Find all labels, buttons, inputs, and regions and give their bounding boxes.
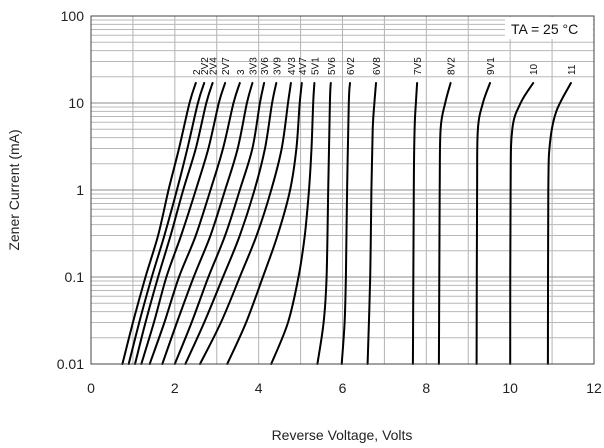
curve-4v3 [199, 82, 292, 365]
temperature-note: TA = 25 °C [505, 17, 593, 39]
curve-2v7 [140, 82, 227, 365]
curve-label-3v6: 3V6 [260, 57, 271, 75]
x-tick-label: 6 [339, 380, 347, 396]
curve-3v9 [184, 82, 278, 365]
grid [91, 16, 594, 364]
x-tick-label: 10 [502, 380, 518, 396]
curve-label-6v2: 6V2 [346, 57, 357, 75]
curve-label-2v4: 2V4 [209, 57, 220, 75]
x-tick-label: 2 [171, 380, 179, 396]
curve-8v2 [437, 82, 452, 365]
x-axis-label: Reverse Voltage, Volts [272, 427, 413, 443]
curve-3 [148, 82, 241, 365]
curve-11 [546, 82, 572, 365]
curve-label-5v6: 5V6 [327, 57, 338, 75]
curve-label-3: 3 [236, 69, 247, 75]
curve-3v6 [173, 82, 266, 365]
curve-6v2 [340, 82, 351, 365]
curve-label-2v2: 2V2 [200, 57, 211, 75]
curve-6v8 [366, 82, 377, 365]
y-tick-label: 0.01 [57, 356, 84, 372]
curve-label-9v1: 9V1 [486, 57, 497, 75]
curve-2v2 [127, 82, 206, 365]
y-tick-label: 1 [76, 182, 84, 198]
plot-frame [90, 15, 595, 365]
curves [121, 82, 572, 365]
curve-label-6v8: 6V8 [372, 57, 383, 75]
curve-label-4v7: 4V7 [298, 57, 309, 75]
curve-label-8v2: 8V2 [447, 57, 458, 75]
y-tick-label: 10 [68, 95, 84, 111]
curve-5v1 [270, 82, 316, 365]
curve-9v1 [475, 82, 491, 365]
curve-label-3v3: 3V3 [248, 57, 259, 75]
curve-4v7 [226, 82, 303, 365]
curve-2v4 [134, 82, 214, 365]
x-tick-label: 4 [255, 380, 263, 396]
x-tick-label: 12 [586, 380, 602, 396]
curve-label-10: 10 [529, 63, 540, 75]
curve-label-11: 11 [567, 64, 578, 75]
curve-10 [509, 82, 535, 365]
y-axis-label: Zener Current (mA) [6, 129, 22, 250]
curve-label-5v1: 5V1 [310, 57, 321, 75]
curve-label-2: 2 [192, 69, 203, 75]
tick-labels: 0 2 4 6 8 10 12 0.01 0.1 1 10 100 [57, 8, 602, 396]
curve-3v3 [161, 82, 254, 365]
curve-label-7v5: 7V5 [413, 57, 424, 75]
curve-2 [121, 82, 197, 365]
x-tick-label: 0 [87, 380, 95, 396]
y-tick-label: 100 [61, 8, 85, 24]
temperature-note-text: TA = 25 °C [511, 21, 578, 37]
y-tick-label: 0.1 [65, 269, 85, 285]
curve-label-3v9: 3V9 [272, 57, 283, 75]
curve-label-4v3: 4V3 [287, 57, 298, 75]
x-tick-label: 8 [422, 380, 430, 396]
curve-label-2v7: 2V7 [221, 57, 232, 75]
curve-5v6 [316, 82, 332, 365]
curve-7v5 [411, 82, 419, 365]
